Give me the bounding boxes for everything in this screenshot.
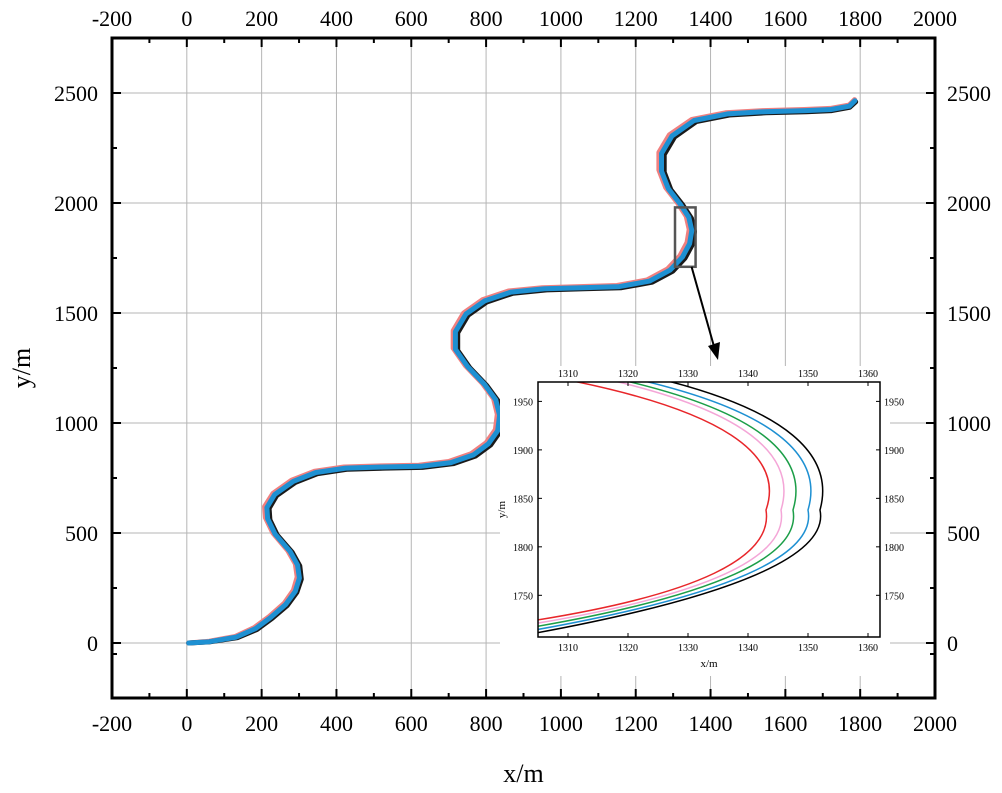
x-tick-label-bottom: -200 <box>92 711 132 736</box>
y-tick-label-left: 2000 <box>54 191 98 216</box>
inset-x-tick-label-top: 1360 <box>858 369 878 380</box>
x-tick-label-top: 1000 <box>539 6 583 31</box>
inset-y-tick-label-left: 1800 <box>513 543 533 554</box>
y-tick-label-right: 0 <box>947 631 958 656</box>
zoom-arrow-line <box>690 266 716 351</box>
x-tick-label-bottom: 600 <box>395 711 428 736</box>
x-tick-label-bottom: 1200 <box>614 711 658 736</box>
inset-x-tick-label-top: 1310 <box>558 369 578 380</box>
x-tick-label-top: 0 <box>181 6 192 31</box>
y-tick-label-left: 1500 <box>54 301 98 326</box>
inset-curve-3 <box>538 382 797 628</box>
inset-y-tick-label-left: 1950 <box>513 397 533 408</box>
inset-x-tick-label-bottom: 1320 <box>618 643 638 654</box>
inset-x-tick-label-top: 1330 <box>678 369 698 380</box>
y-tick-label-right: 2000 <box>947 191 991 216</box>
inset-y-tick-label-right: 1750 <box>884 591 904 602</box>
inset-x-axis-title: x/m <box>700 658 718 670</box>
main-tick-labels: -200 -200 0 0 200 200 400 400 600 600 800 800 1000 10… <box>54 6 991 736</box>
y-tick-label-left: 2500 <box>54 81 98 106</box>
inset-chart: 1310 1310 1320 1320 1330 1330 1340 1340 1350 1350… <box>496 366 904 676</box>
inset-curves <box>538 382 824 634</box>
inset-x-tick-label-bottom: 1340 <box>738 643 758 654</box>
x-tick-label-top: 400 <box>320 6 353 31</box>
x-tick-label-bottom: 1400 <box>689 711 733 736</box>
inset-background <box>500 366 890 676</box>
inset-y-tick-label-right: 1800 <box>884 543 904 554</box>
x-tick-label-bottom: 0 <box>181 711 192 736</box>
x-tick-label-top: 1400 <box>689 6 733 31</box>
x-axis-title: x/m <box>503 759 543 788</box>
x-tick-label-top: 600 <box>395 6 428 31</box>
inset-curve-2 <box>538 382 785 624</box>
x-tick-label-top: -200 <box>92 6 132 31</box>
inset-x-tick-label-bottom: 1310 <box>558 643 578 654</box>
x-tick-label-top: 800 <box>470 6 503 31</box>
x-tick-label-top: 1600 <box>763 6 807 31</box>
zoom-marker <box>673 206 720 360</box>
x-tick-label-bottom: 400 <box>320 711 353 736</box>
trajectory-line-3 <box>186 98 858 646</box>
main-ticks <box>111 38 936 698</box>
x-tick-label-bottom: 200 <box>245 711 278 736</box>
y-tick-label-right: 1000 <box>947 411 991 436</box>
inset-frame <box>537 381 881 638</box>
y-axis-title: y/m <box>7 348 36 388</box>
inset-x-tick-label-top: 1350 <box>798 369 818 380</box>
x-tick-label-bottom: 2000 <box>913 711 957 736</box>
inset-x-tick-label-bottom: 1330 <box>678 643 698 654</box>
y-tick-label-left: 1000 <box>54 411 98 436</box>
inset-curve-1 <box>538 382 771 621</box>
inset-y-tick-label-left: 1750 <box>513 591 533 602</box>
x-tick-label-bottom: 1800 <box>838 711 882 736</box>
x-tick-label-bottom: 800 <box>470 711 503 736</box>
inset-y-tick-label-left: 1900 <box>513 446 533 457</box>
x-tick-label-top: 1800 <box>838 6 882 31</box>
zoom-box <box>673 206 697 269</box>
inset-curve-5 <box>538 382 824 634</box>
y-tick-label-right: 500 <box>947 521 980 546</box>
inset-curve-4 <box>538 382 812 631</box>
x-tick-label-bottom: 1600 <box>763 711 807 736</box>
y-tick-label-left: 0 <box>87 631 98 656</box>
inset-x-tick-label-bottom: 1360 <box>858 643 878 654</box>
inset-y-tick-label-right: 1950 <box>884 397 904 408</box>
inset-y-axis-title: y/m <box>496 501 508 519</box>
y-tick-label-left: 500 <box>65 521 98 546</box>
x-tick-label-top: 2000 <box>913 6 957 31</box>
inset-y-tick-label-right: 1900 <box>884 446 904 457</box>
inset-y-tick-label-left: 1850 <box>513 494 533 505</box>
x-tick-label-bottom: 1000 <box>539 711 583 736</box>
main-series-group <box>186 97 859 646</box>
inset-y-tick-label-right: 1850 <box>884 494 904 505</box>
inset-x-tick-label-top: 1320 <box>618 369 638 380</box>
x-tick-label-top: 1200 <box>614 6 658 31</box>
inset-x-tick-label-top: 1340 <box>738 369 758 380</box>
x-tick-label-top: 200 <box>245 6 278 31</box>
y-tick-label-right: 2500 <box>947 81 991 106</box>
zoom-arrow-head <box>708 342 720 360</box>
y-tick-label-right: 1500 <box>947 301 991 326</box>
inset-x-tick-label-bottom: 1350 <box>798 643 818 654</box>
